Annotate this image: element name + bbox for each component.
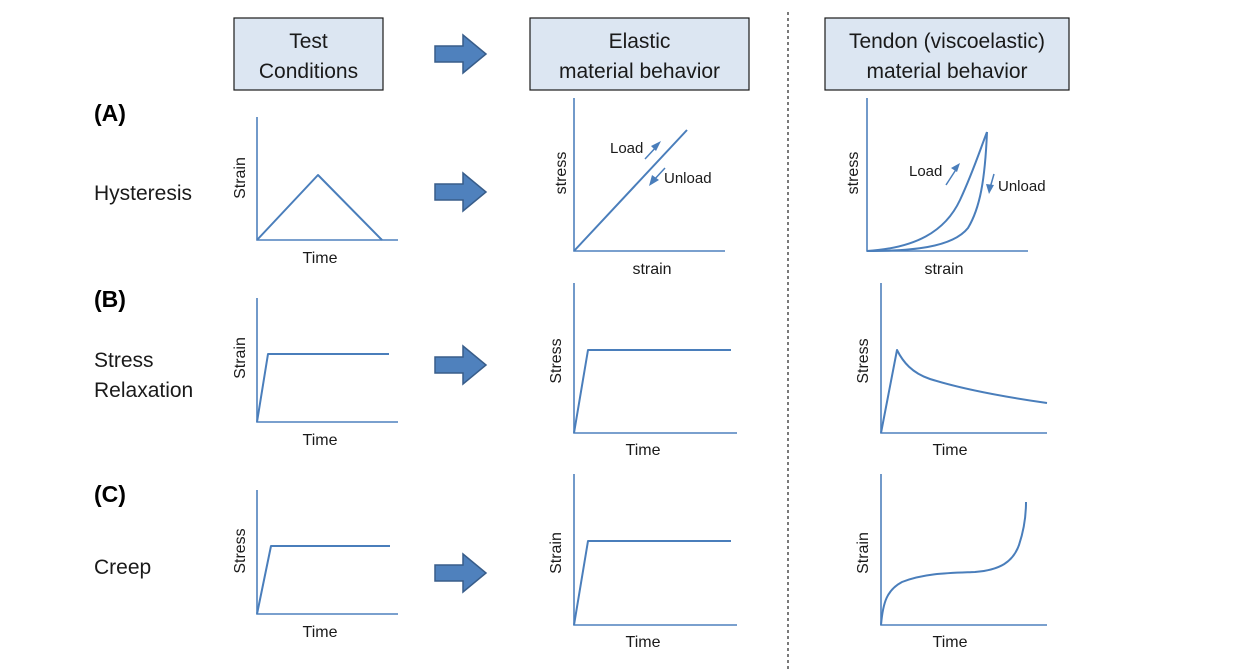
row-a-test-ylabel: Strain [232, 157, 249, 199]
row-c-tendon-curve [880, 501, 1027, 626]
row-a-id: (A) [94, 100, 126, 126]
header-elastic-line2: material behavior [559, 60, 720, 83]
header-test-line1: Test [289, 30, 328, 53]
header-elastic-behavior: Elastic material behavior [529, 17, 750, 91]
row-a-elastic-load-arrow-icon [651, 141, 661, 151]
row-a-elastic-curve [573, 129, 688, 252]
row-a-tendon-load-label: Load [909, 163, 942, 180]
row-b-tendon-ylabel: Stress [855, 338, 872, 383]
row-b-elastic-xlabel: Time [626, 442, 661, 459]
header-right-arrow-icon [434, 33, 488, 75]
row-c-tendon-plot: Strain Time [855, 474, 1047, 651]
row-c-elastic-curve [573, 540, 731, 626]
row-a-name: Hysteresis [94, 182, 192, 205]
row-b-tendon-xlabel: Time [933, 442, 968, 459]
header-test-conditions: Test Conditions [233, 17, 384, 91]
row-b-name-line1: Stress [94, 349, 154, 372]
row-c-id: (C) [94, 481, 126, 507]
row-c-test-ylabel: Stress [232, 528, 249, 573]
row-a-tendon-loading-curve [866, 131, 988, 252]
row-b-test-ylabel: Strain [232, 337, 249, 379]
row-b-tendon-plot: Stress Time [855, 283, 1048, 459]
row-a-elastic-unload-label: Unload [664, 170, 712, 187]
row-a-elastic-xlabel: strain [632, 261, 671, 278]
row-c-test-plot: Stress Time [232, 490, 398, 641]
row-c-test-xlabel: Time [303, 624, 338, 641]
row-a-tendon-plot: Load Unload stress strain [845, 98, 1046, 278]
row-a-elastic-plot: Load Unload stress strain [553, 98, 725, 278]
row-a-tendon-xlabel: strain [924, 261, 963, 278]
row-c-test-curve [256, 545, 390, 615]
header-tendon-line1: Tendon (viscoelastic) [849, 30, 1045, 53]
row-c-elastic-ylabel: Strain [548, 532, 565, 574]
row-a-test-xlabel: Time [303, 250, 338, 267]
row-b-id: (B) [94, 286, 126, 312]
header-tendon-line2: material behavior [866, 60, 1027, 83]
row-a-elastic-unload-arrow-icon [649, 175, 659, 186]
row-c-name: Creep [94, 556, 151, 579]
row-a-right-arrow-icon [434, 171, 488, 213]
row-b-test-plot: Strain Time [232, 298, 398, 449]
row-a-elastic-ylabel: stress [553, 152, 570, 195]
row-a-tendon-unload-arrow-icon [986, 184, 994, 194]
row-c-elastic-plot: Strain Time [548, 474, 737, 651]
row-c-tendon-ylabel: Strain [855, 532, 872, 574]
row-a-test-curve [256, 174, 383, 241]
row-a-tendon-unloading-curve [866, 131, 988, 252]
row-a-tendon-unload-label: Unload [998, 178, 1046, 195]
row-a-elastic-load-label: Load [610, 140, 643, 157]
row-c-right-arrow-icon [434, 552, 488, 594]
header-elastic-line1: Elastic [609, 30, 671, 53]
row-b-right-arrow-icon [434, 344, 488, 386]
header-tendon-behavior: Tendon (viscoelastic) material behavior [824, 17, 1070, 91]
row-b-test-curve [256, 353, 389, 423]
header-test-line2: Conditions [259, 60, 358, 83]
row-b-tendon-curve [880, 349, 1048, 434]
row-c-tendon-xlabel: Time [933, 634, 968, 651]
row-a-tendon-ylabel: stress [845, 152, 862, 195]
row-a-tendon-load-arrow-icon [951, 163, 960, 172]
row-c-elastic-xlabel: Time [626, 634, 661, 651]
row-b-elastic-ylabel: Stress [548, 338, 565, 383]
row-b-test-xlabel: Time [303, 432, 338, 449]
row-b-elastic-curve [573, 349, 731, 434]
row-b-elastic-plot: Stress Time [548, 283, 737, 459]
row-b-name-line2: Relaxation [94, 379, 193, 402]
row-a-test-plot: Strain Time [232, 117, 398, 267]
